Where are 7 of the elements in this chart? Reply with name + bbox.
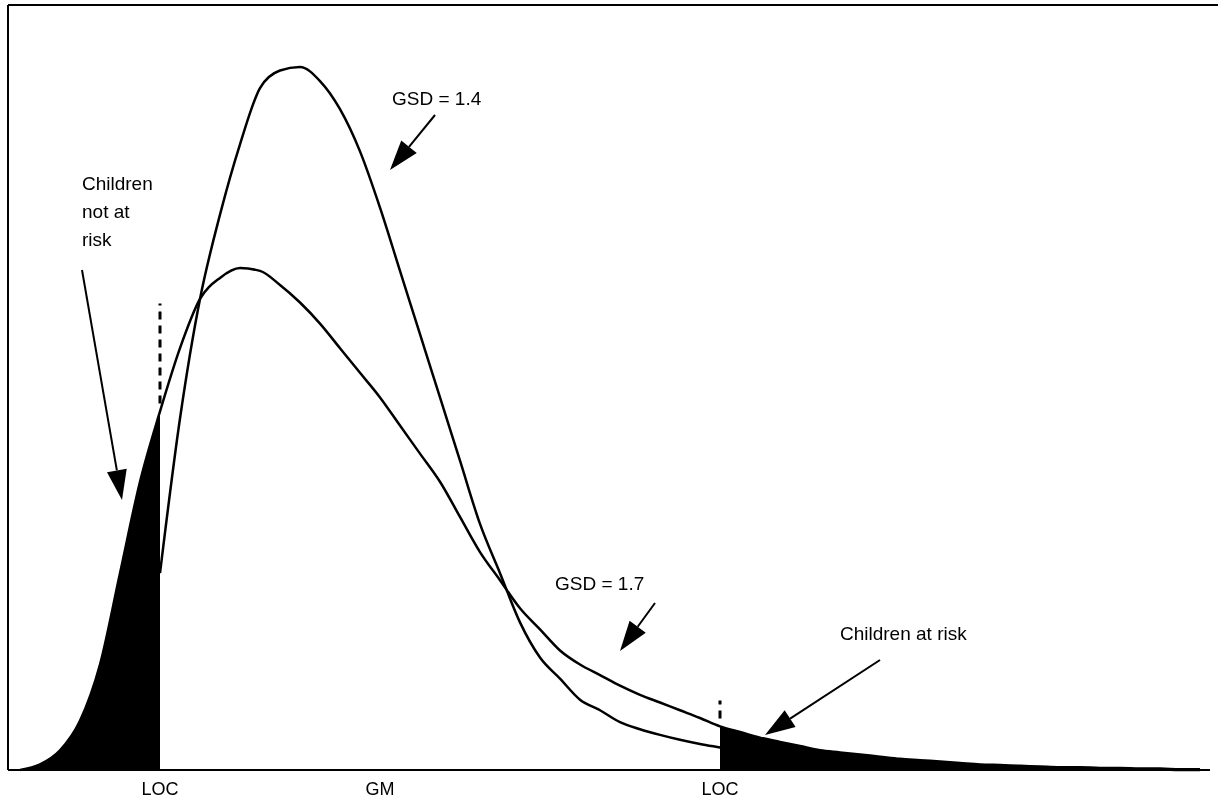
series-label: GSD = 1.7 [555, 573, 645, 594]
x-tick-label: LOC [141, 779, 179, 799]
annotation: Children at risk [840, 623, 968, 644]
annotation: Children not at risk [82, 173, 153, 250]
x-tick-label: LOC [701, 779, 739, 799]
x-tick-label: GM [365, 779, 395, 799]
text: GSD = 1.4 [392, 88, 482, 109]
